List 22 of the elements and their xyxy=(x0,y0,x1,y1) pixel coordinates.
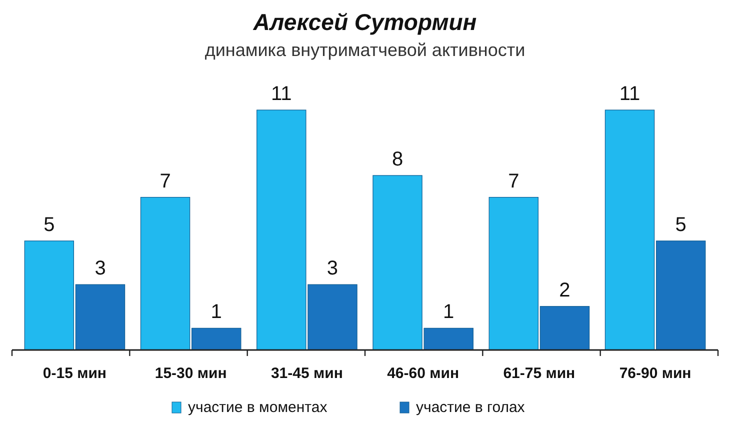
data-label: 7 xyxy=(508,170,520,192)
data-label: 5 xyxy=(44,214,55,236)
x-tick-label: 31-45 мин xyxy=(270,365,343,382)
legend-label: участие в моментах xyxy=(188,399,328,416)
data-label: 3 xyxy=(94,258,106,280)
data-label: 2 xyxy=(559,279,570,302)
data-label: 7 xyxy=(160,170,171,192)
x-tick-label: 46-60 мин xyxy=(387,365,460,382)
x-tick-label: 61-75 мин xyxy=(503,365,576,382)
data-label: 11 xyxy=(619,83,640,105)
x-tick-label: 76-90 мин xyxy=(619,365,692,382)
data-label: 1 xyxy=(443,301,454,324)
chart-subtitle: динамика внутриматчевой активности xyxy=(204,40,526,60)
x-tick-label: 15-30 мин xyxy=(154,365,227,382)
x-tick-label: 0-15 мин xyxy=(42,365,106,382)
chart-title: Алексей Сутормин xyxy=(252,9,477,35)
data-label: 8 xyxy=(392,148,404,170)
data-label: 1 xyxy=(210,301,222,324)
data-label: 3 xyxy=(326,258,338,280)
data-label: 11 xyxy=(271,83,292,105)
legend-label: участие в голах xyxy=(416,399,526,416)
data-label: 5 xyxy=(675,214,686,236)
